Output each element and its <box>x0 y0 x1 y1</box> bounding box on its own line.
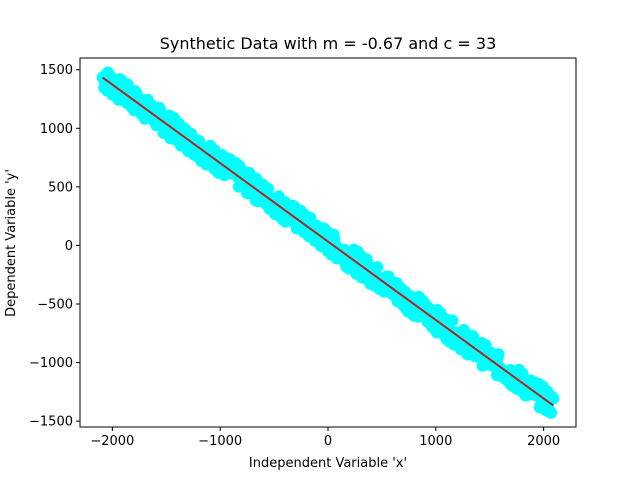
scatter-point <box>545 406 558 419</box>
x-tick-label: −1000 <box>198 434 242 449</box>
x-tick-label: 1000 <box>419 434 452 449</box>
y-tick-label: 1000 <box>40 122 73 137</box>
chart-title: Synthetic Data with m = -0.67 and c = 33 <box>160 34 497 53</box>
y-tick-label: −500 <box>37 298 73 313</box>
scatter-point <box>492 348 505 361</box>
fit-line <box>102 76 554 407</box>
y-axis-label: Dependent Variable 'y' <box>4 169 19 317</box>
x-tick-label: 0 <box>324 434 332 449</box>
x-tick-label: 2000 <box>527 434 560 449</box>
y-ticks: −1500 −1000 −500 0 500 1000 1500 <box>29 63 80 430</box>
scatter-point <box>516 367 529 380</box>
y-tick-label: 0 <box>65 239 73 254</box>
y-tick-label: 1500 <box>40 63 73 78</box>
y-tick-label: 500 <box>48 180 73 195</box>
scatter-point <box>547 392 560 405</box>
fit-line-layer <box>102 76 554 407</box>
x-ticks: −2000 −1000 0 1000 2000 <box>90 427 560 449</box>
y-tick-label: −1000 <box>29 356 73 371</box>
scatter-point <box>371 261 384 274</box>
scatter-point <box>446 314 459 327</box>
y-tick-label: −1500 <box>29 415 73 430</box>
x-tick-label: −2000 <box>90 434 134 449</box>
x-axis-label: Independent Variable 'x' <box>249 456 407 471</box>
